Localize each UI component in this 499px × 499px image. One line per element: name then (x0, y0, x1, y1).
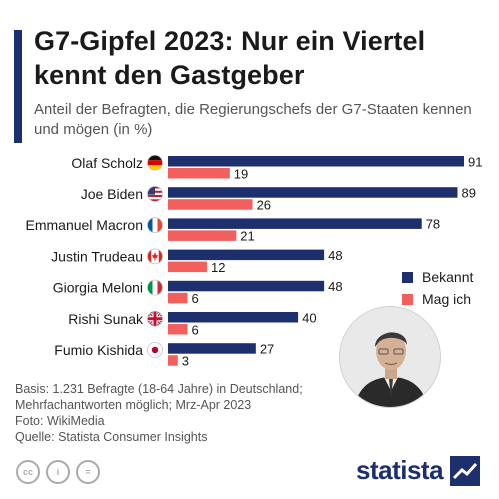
statista-brand[interactable]: statista (356, 455, 481, 486)
bar-mag-ich-justin-trudeau (168, 261, 208, 273)
chart-subtitle: Anteil der Befragten, die Regierungschef… (34, 101, 472, 138)
bar-mag-ich-emmanuel-macron (168, 230, 237, 241)
statista-logo-icon (450, 455, 481, 486)
flag-usa-icon-1 (147, 186, 163, 202)
bar-mag-ich-rishi-sunak (168, 324, 188, 335)
flag-japan-icon-6 (147, 342, 163, 358)
source-notes: Basis: 1.231 Befragte (18-64 Jahre) in D… (15, 381, 335, 445)
value-label-mag-ich-justin-trudeau: 12 (211, 260, 225, 275)
legend-item-mag: Mag ich (402, 288, 473, 310)
bar-bekannt-justin-trudeau (168, 249, 325, 261)
chart-title: G7-Gipfel 2023: Nur ein Viertel kennt de… (34, 26, 426, 90)
creative-commons-icon[interactable]: cc (16, 460, 40, 484)
legend-swatch-bekannt (402, 271, 413, 283)
flag-germany-icon-0 (147, 154, 163, 171)
category-label-rishi-sunak: Rishi Sunak (68, 311, 144, 327)
portrait-illustration (340, 307, 440, 407)
bar-bekannt-rishi-sunak (168, 312, 299, 323)
value-label-mag-ich-olaf-scholz: 19 (234, 166, 248, 181)
source-line-basis: Basis: 1.231 Befragte (18-64 Jahre) in D… (15, 382, 303, 396)
category-label-fumio-kishida: Fumio Kishida (54, 342, 143, 358)
category-label-olaf-scholz: Olaf Scholz (71, 155, 143, 171)
source-line-foto: Foto: WikiMedia (15, 414, 105, 428)
value-label-bekannt-giorgia-meloni: 48 (328, 279, 342, 294)
flag-canada-icon-3 (147, 248, 163, 265)
legend-label-bekannt: Bekannt (422, 269, 474, 285)
value-label-bekannt-emmanuel-macron: 78 (426, 217, 440, 232)
license-icons: cc i = (16, 460, 100, 484)
category-label-giorgia-meloni: Giorgia Meloni (53, 280, 143, 296)
bar-bekannt-olaf-scholz (168, 156, 464, 167)
title-accent-bar (14, 30, 22, 143)
value-label-bekannt-joe-biden: 89 (461, 185, 475, 200)
value-label-bekannt-olaf-scholz: 91 (468, 154, 482, 169)
bar-bekannt-emmanuel-macron (168, 218, 422, 229)
value-label-mag-ich-joe-biden: 26 (257, 197, 271, 212)
bar-mag-ich-olaf-scholz (168, 168, 230, 179)
bar-mag-ich-joe-biden (168, 199, 253, 210)
flag-france-icon-2 (147, 217, 163, 233)
legend-label-mag: Mag ich (422, 291, 472, 307)
value-label-mag-ich-giorgia-meloni: 6 (192, 291, 199, 306)
value-label-mag-ich-rishi-sunak: 6 (192, 322, 199, 337)
source-line-quelle: Quelle: Statista Consumer Insights (15, 430, 208, 444)
category-label-justin-trudeau: Justin Trudeau (51, 248, 143, 264)
bar-mag-ich-giorgia-meloni (168, 292, 188, 304)
category-label-joe-biden: Joe Biden (81, 186, 143, 202)
flag-uk-icon-5 (147, 310, 163, 327)
no-derivatives-icon[interactable]: = (76, 460, 100, 484)
bar-bekannt-giorgia-meloni (168, 280, 325, 292)
category-label-emmanuel-macron: Emmanuel Macron (26, 217, 144, 233)
source-line-mehrfach: Mehrfachantworten möglich; Mrz-Apr 2023 (15, 398, 252, 412)
brand-wordmark: statista (356, 455, 444, 485)
value-label-bekannt-fumio-kishida: 27 (260, 341, 274, 356)
flag-italy-icon-4 (147, 279, 163, 296)
bar-bekannt-fumio-kishida (168, 343, 256, 354)
legend-item-bekannt: Bekannt (402, 266, 473, 288)
value-label-mag-ich-fumio-kishida: 3 (182, 353, 189, 368)
value-label-bekannt-rishi-sunak: 40 (302, 310, 316, 325)
attribution-icon[interactable]: i (46, 460, 70, 484)
person-portrait-icon (339, 306, 441, 408)
legend: Bekannt Mag ich (402, 266, 473, 310)
legend-swatch-mag (402, 293, 413, 305)
value-label-bekannt-justin-trudeau: 48 (328, 248, 342, 263)
bar-bekannt-joe-biden (168, 187, 458, 198)
value-label-mag-ich-emmanuel-macron: 21 (240, 229, 254, 244)
bar-mag-ich-fumio-kishida (168, 355, 178, 366)
